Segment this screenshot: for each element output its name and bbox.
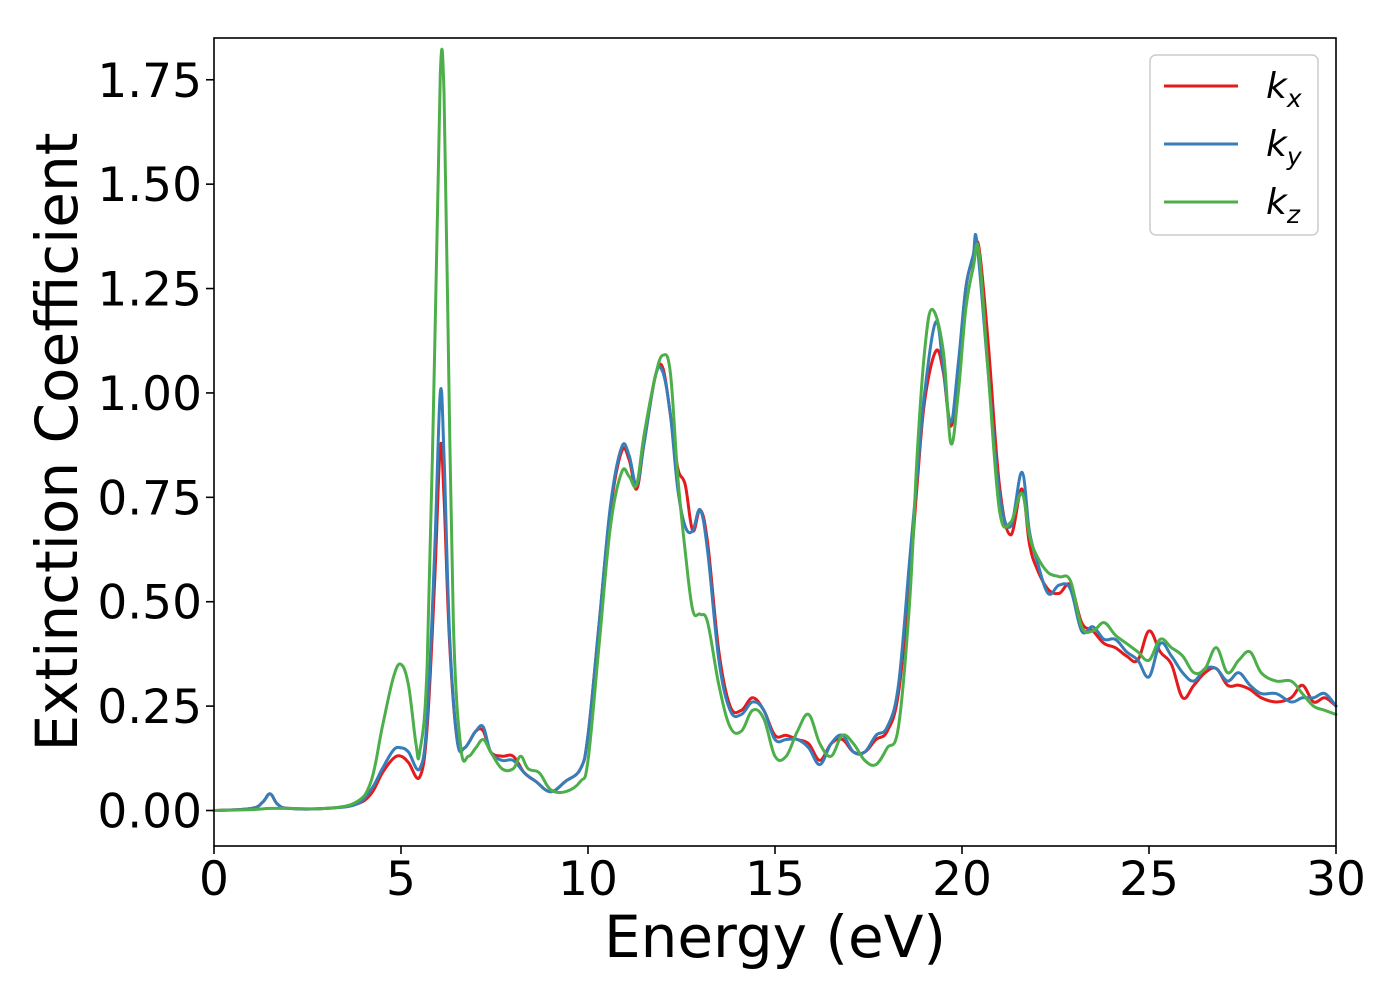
x-tick-label: 25 bbox=[1119, 852, 1179, 907]
legend-items: kx ky kz bbox=[1164, 66, 1303, 229]
y-tick-label: 0.25 bbox=[97, 680, 202, 735]
series-lines bbox=[212, 47, 1338, 813]
x-tick-label: 5 bbox=[386, 852, 416, 907]
y-tick-label: 0.00 bbox=[97, 785, 202, 840]
legend-label-y: ky bbox=[1266, 124, 1303, 171]
x-axis-label: Energy (eV) bbox=[604, 903, 946, 971]
plot-area bbox=[214, 38, 1336, 846]
x-tick-label: 30 bbox=[1306, 852, 1366, 907]
x-axis-ticks: 0 5 10 15 20 25 30 bbox=[199, 846, 1366, 907]
x-tick-label: 10 bbox=[558, 852, 618, 907]
y-tick-label: 1.25 bbox=[97, 263, 202, 318]
legend: kx ky kz bbox=[1149, 54, 1319, 236]
series-line-y bbox=[212, 233, 1338, 813]
y-axis-label: Extinction Coefficient bbox=[23, 133, 91, 752]
y-tick-label: 1.50 bbox=[97, 158, 202, 213]
y-tick-label: 1.00 bbox=[97, 367, 202, 422]
legend-label-z: kz bbox=[1266, 182, 1301, 229]
series-line-z bbox=[212, 47, 1338, 813]
x-tick-label: 15 bbox=[745, 852, 805, 907]
legend-label-x: kx bbox=[1266, 66, 1302, 113]
y-tick-label: 1.75 bbox=[97, 54, 202, 109]
x-tick-label: 20 bbox=[932, 852, 992, 907]
y-tick-label: 0.75 bbox=[97, 471, 202, 526]
x-tick-label: 0 bbox=[199, 852, 229, 907]
y-tick-label: 0.50 bbox=[97, 576, 202, 631]
y-axis-ticks: 0.00 0.25 0.50 0.75 1.00 1.25 1.50 1.75 bbox=[97, 54, 214, 840]
